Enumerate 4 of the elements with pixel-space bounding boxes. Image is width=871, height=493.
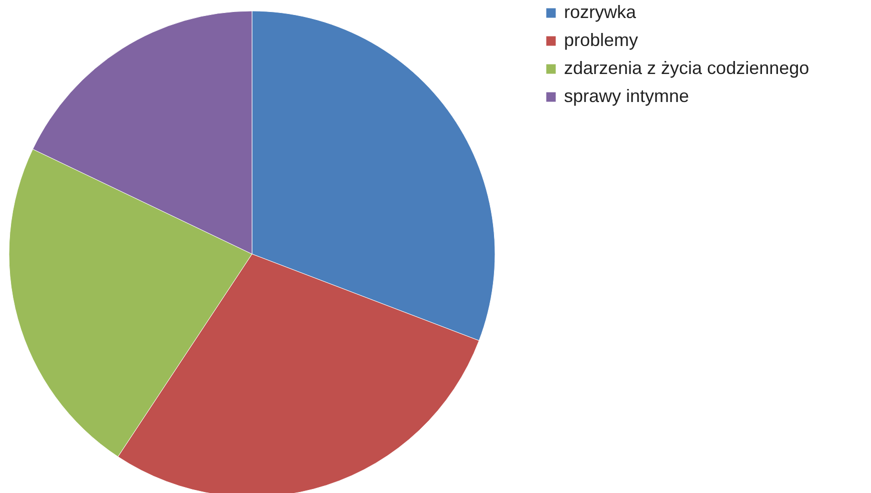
legend-label: zdarzenia z życia codziennego — [564, 58, 810, 78]
legend-label: sprawy intymne — [564, 86, 690, 106]
legend-label: rozrywka — [564, 2, 637, 22]
legend-label: problemy — [564, 30, 638, 50]
